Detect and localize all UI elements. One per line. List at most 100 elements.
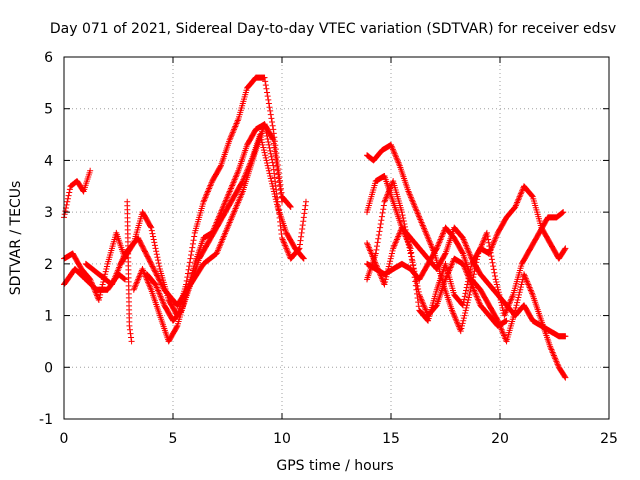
data-point	[228, 132, 235, 139]
data-point	[231, 124, 238, 131]
chart-title: Day 071 of 2021, Sidereal Day-to-day VTE…	[50, 21, 616, 37]
data-point	[515, 294, 522, 301]
data-point	[514, 297, 521, 304]
data-point	[231, 176, 238, 183]
data-point	[153, 283, 160, 290]
data-point	[152, 269, 159, 276]
data-point	[268, 115, 275, 122]
data-point	[226, 188, 233, 195]
data-point	[411, 203, 418, 210]
data-point	[280, 237, 287, 244]
data-point	[549, 348, 556, 355]
data-point	[270, 188, 277, 195]
data-point	[133, 279, 140, 286]
data-point	[299, 222, 306, 229]
data-point	[266, 104, 273, 111]
data-point	[273, 198, 280, 205]
data-point	[262, 152, 269, 159]
data-point	[490, 263, 497, 270]
data-point	[440, 229, 447, 236]
data-point	[560, 209, 567, 216]
data-point	[488, 256, 495, 263]
data-point	[483, 229, 490, 236]
data-point	[265, 165, 272, 172]
data-point	[380, 280, 387, 287]
data-point	[419, 220, 426, 227]
data-point	[446, 266, 453, 273]
data-point	[491, 237, 498, 244]
data-point	[404, 235, 411, 242]
data-point	[471, 288, 478, 295]
data-point	[365, 243, 372, 250]
data-point	[207, 181, 214, 188]
data-point	[445, 268, 452, 275]
data-point	[422, 229, 429, 236]
data-point	[132, 282, 139, 289]
data-point	[232, 121, 239, 128]
data-point	[412, 206, 419, 213]
data-point	[406, 244, 413, 251]
data-point	[278, 189, 285, 196]
data-point	[465, 248, 472, 255]
y-tick-label: 1	[44, 309, 53, 325]
data-point	[380, 206, 387, 213]
data-point	[480, 238, 487, 245]
data-point	[227, 185, 234, 192]
data-point	[373, 246, 380, 253]
data-point	[298, 233, 305, 240]
data-point	[463, 242, 470, 249]
data-point	[415, 285, 422, 292]
data-point	[423, 308, 430, 315]
data-point	[421, 226, 428, 233]
x-axis-label: GPS time / hours	[276, 458, 393, 474]
data-point	[269, 119, 276, 126]
data-point	[154, 285, 161, 292]
data-point	[460, 299, 467, 306]
data-point	[451, 313, 458, 320]
data-point	[450, 311, 457, 318]
data-point	[374, 265, 381, 272]
data-point	[128, 334, 135, 341]
data-point	[265, 100, 272, 107]
data-point	[152, 281, 159, 288]
data-point	[438, 235, 445, 241]
data-point	[135, 276, 142, 283]
data-point	[232, 173, 239, 180]
data-point	[474, 294, 481, 301]
data-point	[146, 282, 153, 289]
data-point	[133, 280, 140, 287]
data-point	[381, 198, 388, 205]
data-point	[272, 152, 279, 159]
data-point	[155, 257, 162, 264]
y-tick-label: 5	[44, 102, 53, 118]
data-point	[406, 191, 413, 198]
data-point	[264, 93, 271, 100]
data-point	[420, 302, 427, 309]
data-point	[466, 275, 473, 282]
data-point	[159, 297, 166, 304]
data-point	[550, 352, 557, 359]
data-point	[475, 297, 482, 304]
data-point	[462, 307, 469, 314]
data-point	[173, 324, 180, 331]
data-point	[469, 283, 476, 290]
data-point	[147, 259, 154, 266]
data-point	[459, 320, 466, 327]
data-point	[135, 274, 142, 281]
data-point	[207, 182, 214, 189]
data-point	[414, 210, 421, 217]
data-point	[390, 245, 397, 252]
data-point	[463, 243, 470, 250]
plot-frame	[63, 56, 610, 420]
data-point	[411, 201, 418, 208]
data-point	[460, 236, 467, 243]
data-point	[508, 296, 515, 303]
data-point	[464, 272, 471, 279]
data-point	[266, 170, 273, 177]
data-point	[461, 237, 468, 244]
data-point	[419, 222, 426, 229]
data-point	[150, 236, 157, 243]
data-point	[392, 240, 399, 247]
data-point	[377, 272, 384, 279]
data-point	[463, 284, 470, 291]
